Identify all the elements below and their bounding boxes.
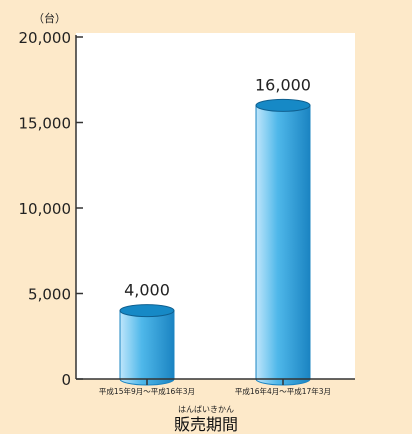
category-label: 平成16年4月～平成17年3月 [235,386,331,396]
bar-2 [255,98,311,386]
category-labels: 平成15年9月～平成16年3月 平成16年4月～平成17年3月 [99,379,331,396]
y-tick-label: 5,000 [28,286,71,304]
y-tick-label: 20,000 [19,29,72,47]
y-tick-label: 10,000 [19,200,72,218]
y-tick-label: 0 [61,371,71,389]
y-tick-label: 15,000 [19,115,72,133]
y-axis-unit-label: （台） [33,11,66,25]
x-axis-title: 販売期間 [174,415,238,434]
value-labels: 4,000 16,000 [124,75,311,299]
data-label: 4,000 [124,281,170,300]
data-label: 16,000 [255,75,311,94]
bar-top [255,98,311,112]
category-label: 平成15年9月～平成16年3月 [99,386,195,396]
plot-area [76,33,355,379]
bar-body [119,310,175,386]
bar-1 [119,304,175,386]
bars [119,98,311,386]
x-axis-title-ruby: はんばいきかん [178,405,234,414]
y-axis-ticks: 0 5,000 10,000 15,000 20,000 [19,29,83,389]
bar-body [255,104,311,386]
bar-top [119,304,175,318]
